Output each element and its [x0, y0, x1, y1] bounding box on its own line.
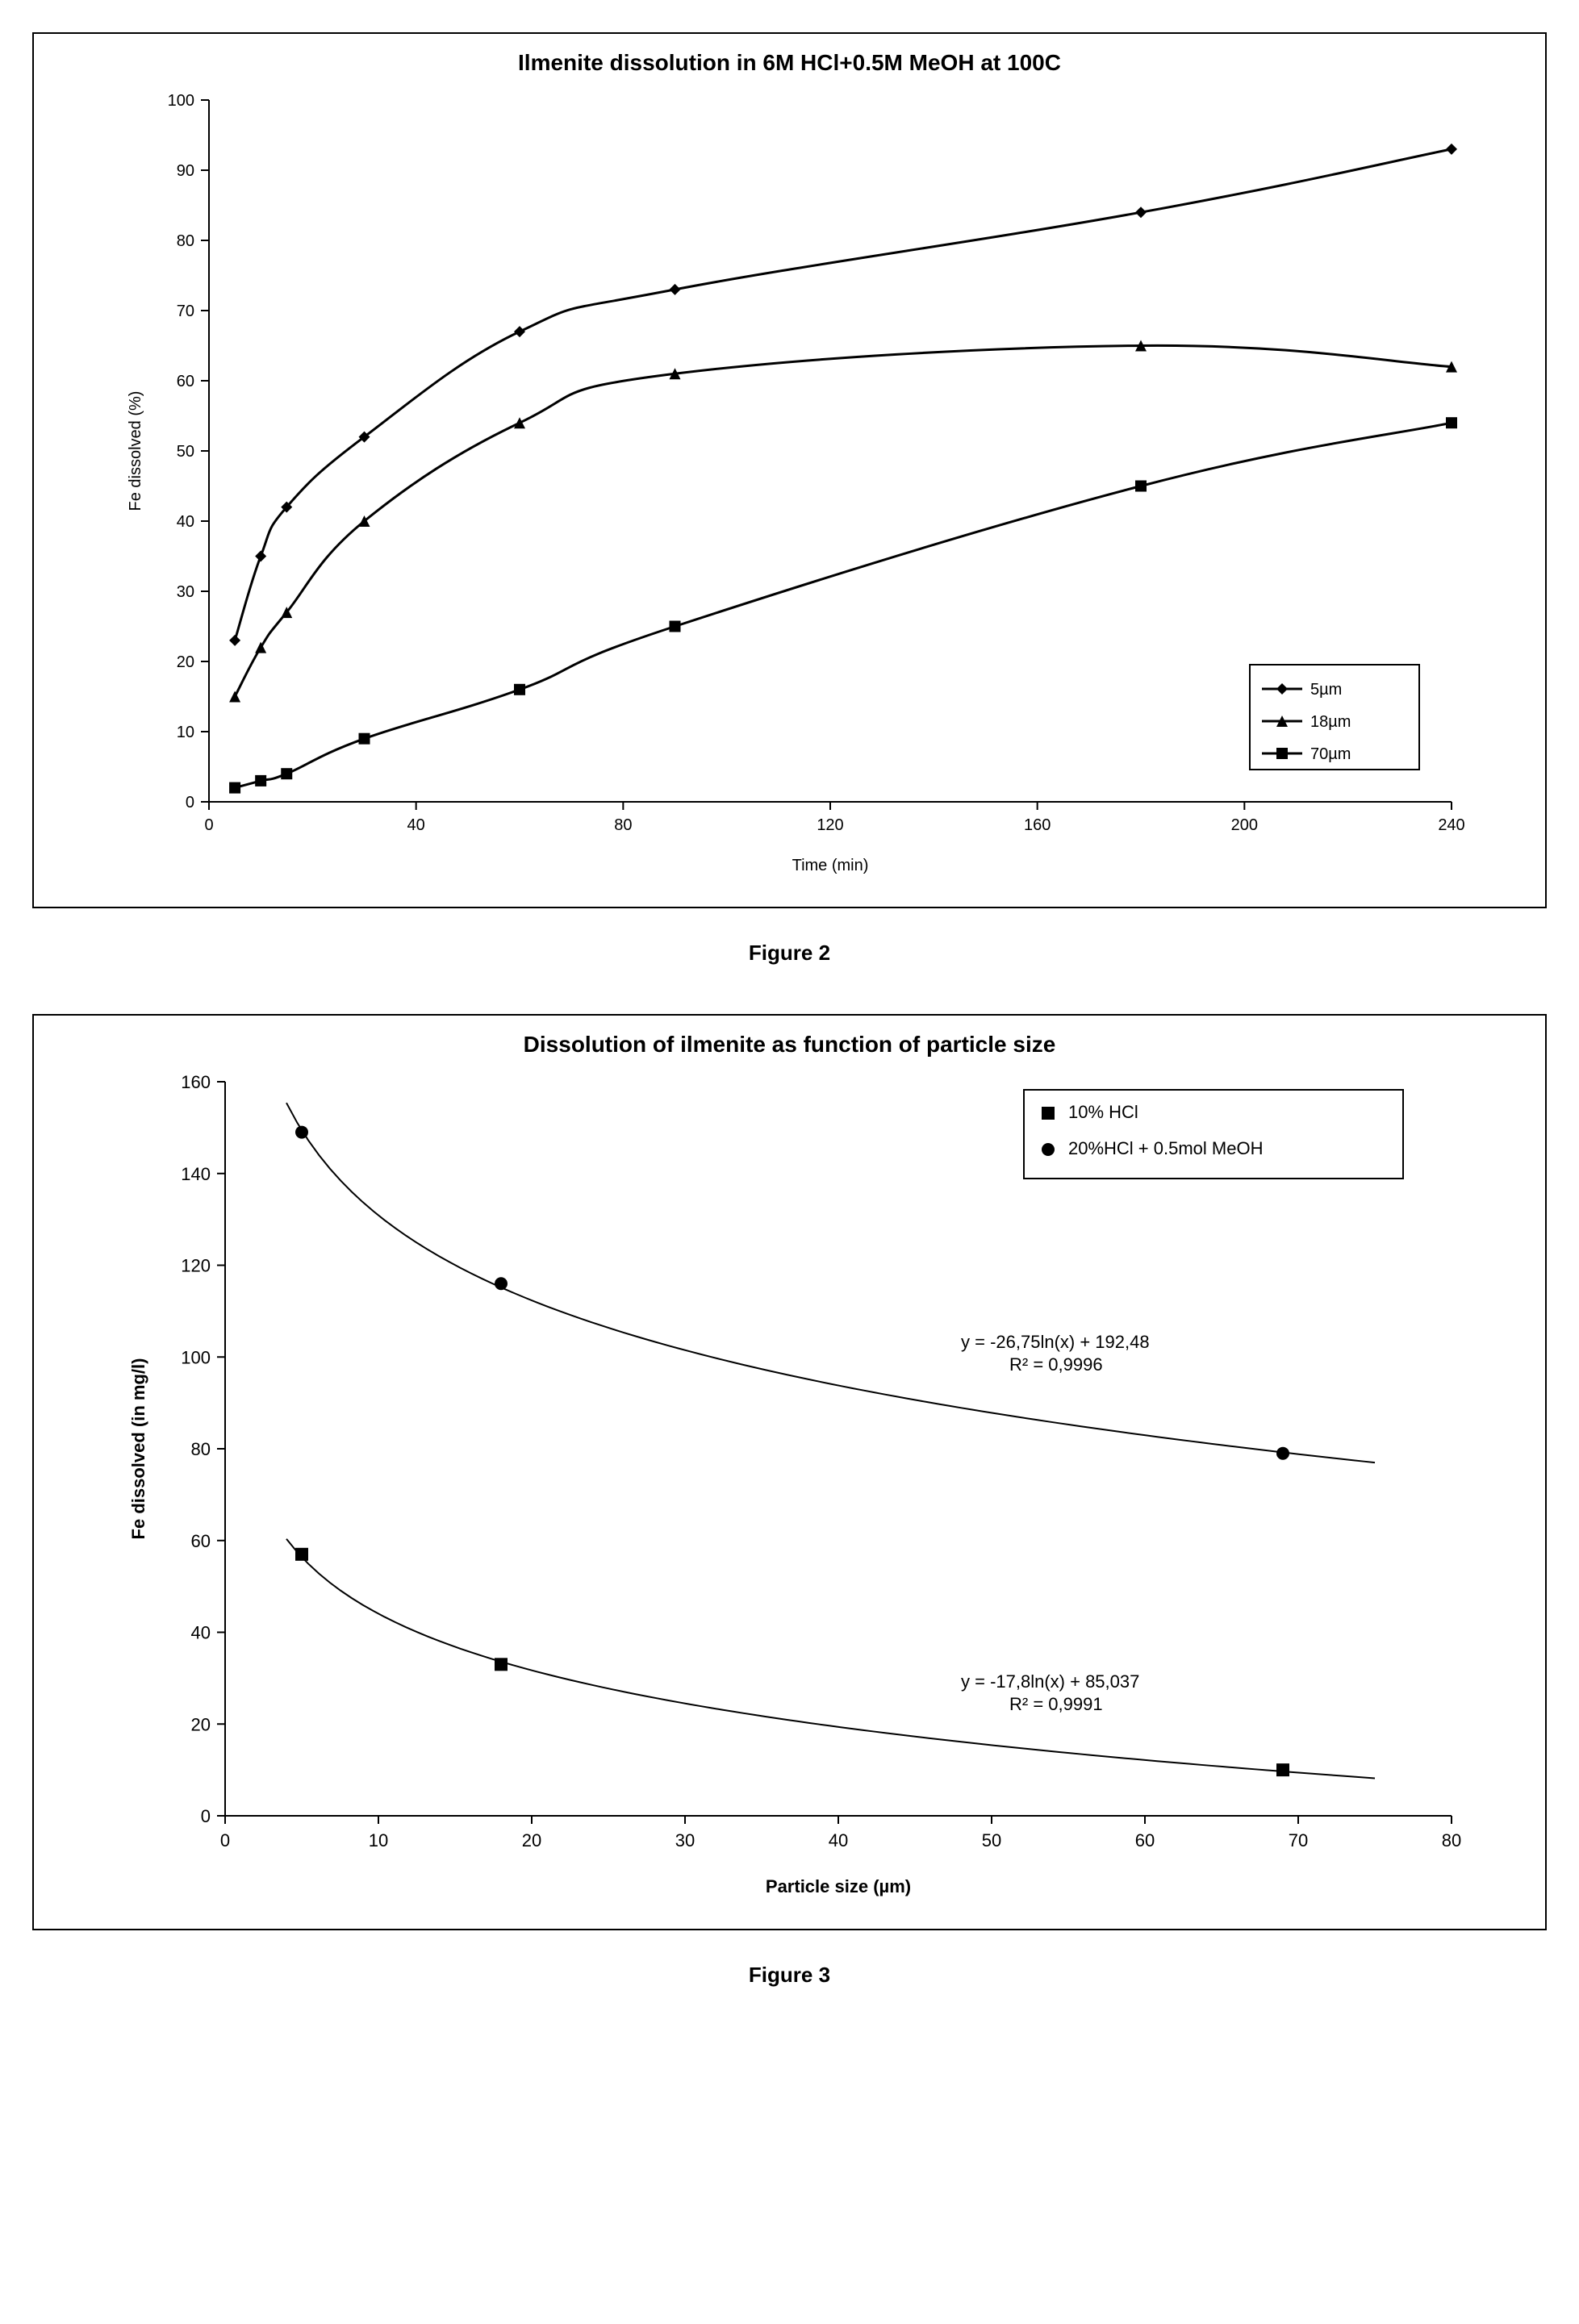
svg-text:30: 30 [675, 1830, 694, 1850]
svg-text:20: 20 [521, 1830, 541, 1850]
svg-text:y = -26,75ln(x) + 192,48: y = -26,75ln(x) + 192,48 [961, 1332, 1150, 1352]
svg-text:240: 240 [1438, 816, 1464, 834]
svg-text:20: 20 [176, 653, 194, 671]
svg-text:70µm: 70µm [1310, 745, 1351, 763]
svg-text:60: 60 [176, 373, 194, 390]
svg-text:40: 40 [407, 816, 424, 834]
svg-text:40: 40 [190, 1623, 210, 1643]
figure3-title: Dissolution of ilmenite as function of p… [50, 1032, 1529, 1058]
svg-text:120: 120 [817, 816, 843, 834]
figure2-container: Ilmenite dissolution in 6M HCl+0.5M MeOH… [32, 32, 1547, 908]
svg-text:20: 20 [190, 1714, 210, 1734]
svg-text:160: 160 [181, 1072, 211, 1092]
figure2-title: Ilmenite dissolution in 6M HCl+0.5M MeOH… [50, 50, 1529, 76]
svg-text:0: 0 [200, 1806, 210, 1826]
svg-text:y = -17,8ln(x) + 85,037: y = -17,8ln(x) + 85,037 [961, 1671, 1139, 1692]
svg-text:0: 0 [185, 794, 194, 812]
svg-text:120: 120 [181, 1256, 211, 1276]
svg-text:70: 70 [1288, 1830, 1307, 1850]
svg-text:0: 0 [204, 816, 213, 834]
svg-text:80: 80 [1441, 1830, 1460, 1850]
svg-text:50: 50 [981, 1830, 1000, 1850]
svg-text:100: 100 [181, 1347, 211, 1367]
svg-text:70: 70 [176, 302, 194, 320]
svg-text:Fe dissolved (in mg/l): Fe dissolved (in mg/l) [128, 1358, 148, 1540]
svg-text:80: 80 [176, 232, 194, 250]
svg-text:Fe dissolved (%): Fe dissolved (%) [127, 391, 144, 511]
svg-text:80: 80 [614, 816, 632, 834]
svg-text:Time (min): Time (min) [792, 857, 868, 874]
svg-text:140: 140 [181, 1164, 211, 1184]
figure3-caption: Figure 3 [32, 1963, 1547, 1988]
svg-text:60: 60 [190, 1531, 210, 1551]
svg-text:80: 80 [190, 1439, 210, 1459]
svg-text:40: 40 [176, 513, 194, 531]
svg-text:5µm: 5µm [1310, 681, 1342, 699]
svg-text:50: 50 [176, 443, 194, 461]
figure2-svg: 0 10 20 30 40 50 60 70 80 90 100 0 40 80 120 160 200 240 T… [104, 84, 1476, 891]
svg-text:60: 60 [1134, 1830, 1154, 1850]
svg-text:30: 30 [176, 583, 194, 601]
figure3-container: Dissolution of ilmenite as function of p… [32, 1014, 1547, 1930]
svg-text:10: 10 [368, 1830, 387, 1850]
svg-text:Particle size (µm): Particle size (µm) [765, 1876, 910, 1896]
svg-text:18µm: 18µm [1310, 713, 1351, 731]
svg-text:160: 160 [1023, 816, 1050, 834]
svg-text:R² = 0,9991: R² = 0,9991 [1009, 1694, 1103, 1714]
figure2-caption: Figure 2 [32, 941, 1547, 966]
svg-text:40: 40 [828, 1830, 847, 1850]
svg-text:R² = 0,9996: R² = 0,9996 [1009, 1354, 1103, 1375]
svg-text:90: 90 [176, 162, 194, 180]
svg-text:10% HCl: 10% HCl [1068, 1102, 1138, 1122]
svg-text:10: 10 [176, 724, 194, 741]
figure3-svg: 0 20 40 60 80 100 120 140 160 0 10 20 30 40 50 60 70 80 Pa… [104, 1066, 1476, 1913]
svg-text:100: 100 [167, 92, 194, 110]
svg-text:20%HCl + 0.5mol MeOH: 20%HCl + 0.5mol MeOH [1068, 1138, 1263, 1158]
svg-text:200: 200 [1230, 816, 1257, 834]
svg-text:0: 0 [219, 1830, 229, 1850]
